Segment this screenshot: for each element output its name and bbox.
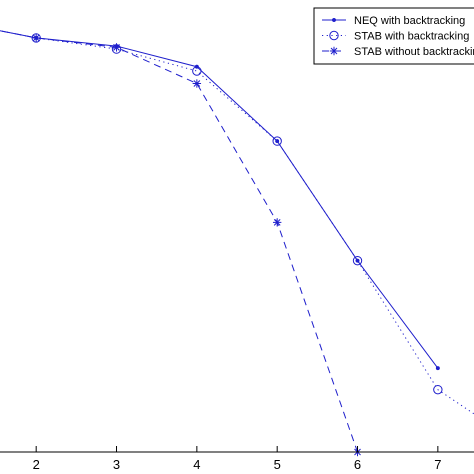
- legend-swatch-marker: [329, 46, 339, 56]
- axes-layer: 2 3 4 5 6 7: [0, 446, 474, 472]
- legend-label: NEQ with backtracking: [354, 15, 465, 27]
- series-1-point: [355, 258, 360, 263]
- x-tick-label: 4: [193, 457, 200, 472]
- series-line-3: [0, 30, 358, 453]
- series-1-point: [275, 139, 280, 144]
- legend: NEQ with backtracking STAB with backtrack…: [313, 7, 474, 65]
- legend-label: STAB with backtracking: [354, 31, 469, 43]
- series-2-point: [272, 136, 282, 146]
- x-tick-label: 3: [113, 457, 120, 472]
- series-1-point: [435, 366, 440, 371]
- series-3-point: [272, 218, 282, 227]
- series-layer: [0, 30, 474, 457]
- series-2-point: [192, 66, 202, 76]
- series-3-point: [112, 43, 121, 52]
- x-tick-label: 5: [274, 457, 281, 472]
- series-3-point: [31, 33, 41, 43]
- legend-label: STAB without backtracking: [354, 46, 474, 58]
- series-2-point: [433, 384, 443, 395]
- x-tick-label: 7: [434, 457, 441, 472]
- legend-swatch-marker: [331, 17, 337, 23]
- x-tick-label: 2: [33, 457, 40, 472]
- x-tick-label: 6: [354, 457, 361, 472]
- legend-swatch-marker: [329, 30, 339, 41]
- legend-box: [313, 7, 474, 65]
- series-2-point: [352, 255, 363, 266]
- series-3-point: [192, 79, 202, 88]
